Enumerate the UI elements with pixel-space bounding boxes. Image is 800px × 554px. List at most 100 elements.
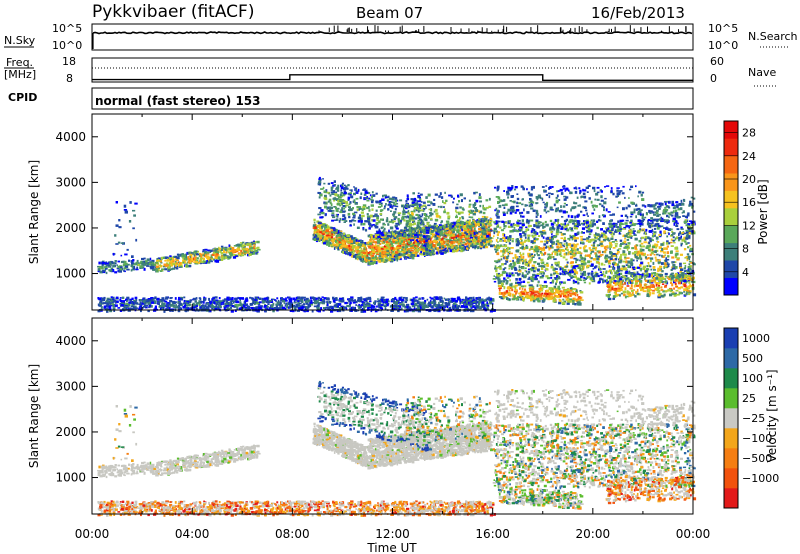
power-cell [296, 296, 300, 299]
power-cell [349, 192, 352, 194]
power-cell [419, 302, 423, 305]
power-cell [108, 261, 111, 264]
power-cell [161, 307, 163, 311]
power-cell [147, 309, 150, 313]
power-cell [335, 191, 338, 194]
power-cell [363, 308, 366, 311]
power-cell [195, 259, 198, 262]
power-cell [127, 263, 130, 266]
power-cell [469, 296, 473, 300]
power-cell [439, 299, 443, 302]
power-cell [99, 265, 103, 268]
power-cell [375, 209, 378, 212]
power-cell [475, 191, 478, 194]
power-cell [353, 223, 355, 226]
power-cell [459, 302, 462, 305]
power-cell [384, 196, 388, 199]
power-cell [452, 227, 456, 231]
power-cell [435, 251, 439, 255]
power-cell [206, 251, 209, 254]
power-cell [213, 298, 216, 301]
power-cell [367, 308, 370, 311]
power-cell [380, 226, 383, 230]
power-cell [477, 246, 480, 249]
power-cell [227, 248, 231, 250]
power-cell [429, 296, 432, 299]
power-cell [349, 307, 351, 311]
power-cell [117, 265, 120, 268]
power-cell [131, 262, 135, 265]
power-cell [109, 305, 112, 309]
power-cell [101, 261, 105, 265]
power-cell [432, 249, 435, 253]
power-cell [417, 219, 421, 222]
power-cell [338, 303, 342, 306]
power-cell [341, 299, 345, 303]
power-cell [218, 247, 222, 250]
power-cell [209, 249, 213, 252]
power-cell [220, 258, 224, 261]
power-cell [442, 302, 444, 305]
power-cell [156, 261, 159, 263]
power-cell [141, 264, 145, 266]
power-cell [159, 258, 162, 260]
power-cell [418, 304, 422, 306]
power-cell [351, 250, 355, 253]
power-cell [113, 304, 115, 307]
power-cell [154, 261, 158, 264]
power-cell [387, 300, 390, 303]
power-cell [385, 298, 389, 302]
power-cell [330, 227, 334, 229]
power-cell [327, 209, 330, 212]
power-cell [357, 220, 361, 223]
power-cell [426, 253, 431, 256]
power-cell [353, 200, 356, 204]
power-cell [480, 243, 484, 245]
power-cell [353, 237, 357, 240]
power-cell [424, 299, 427, 303]
power-cell [161, 269, 164, 272]
power-cell [194, 252, 198, 255]
power-cell [168, 257, 171, 260]
power-cell [126, 268, 130, 271]
power-cell [386, 217, 389, 220]
power-cell [395, 308, 398, 311]
power-cell [338, 299, 342, 302]
power-cell [472, 246, 475, 249]
power-cell [393, 308, 396, 310]
power-cell [140, 309, 142, 313]
power-cell [431, 306, 434, 309]
power-cell [205, 261, 208, 264]
power-cell [376, 240, 381, 243]
power-cell [287, 296, 290, 299]
power-cell [478, 301, 480, 305]
power-cell [205, 254, 207, 258]
power-cell [146, 265, 150, 267]
power-cell [263, 299, 267, 301]
power-cell [231, 250, 235, 254]
power-cell [451, 298, 454, 301]
power-cell [438, 301, 440, 305]
power-cell [485, 225, 488, 228]
power-cell [312, 224, 316, 228]
power-cell [463, 299, 465, 302]
power-cell [332, 232, 335, 235]
power-cell [356, 255, 360, 259]
power-cell [338, 241, 341, 244]
power-cell [163, 309, 166, 313]
power-cell [123, 305, 126, 309]
power-cell [298, 302, 302, 305]
power-cell [111, 269, 115, 273]
power-cell [119, 269, 122, 273]
power-cell [395, 302, 398, 305]
power-cell [132, 302, 135, 306]
power-cell [350, 309, 353, 312]
power-cell [354, 253, 358, 256]
power-cell [211, 307, 213, 310]
power-cell [133, 214, 136, 217]
power-cell [360, 309, 364, 313]
power-cell [336, 309, 339, 313]
power-cell [174, 266, 177, 269]
power-cell [326, 243, 329, 246]
power-cell [432, 244, 436, 247]
